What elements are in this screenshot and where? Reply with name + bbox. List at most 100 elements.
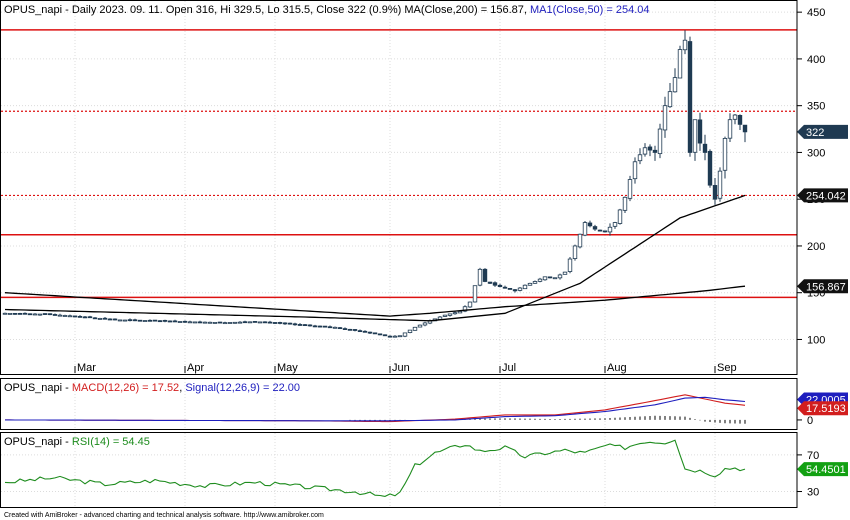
candle-body <box>487 281 493 284</box>
candle-body <box>572 245 578 259</box>
candle-body <box>62 315 68 317</box>
candle-body <box>77 315 83 318</box>
candle-body <box>267 321 273 324</box>
rsi-panel-title: OPUS_napi - RSI(14) = 54.45 <box>4 436 150 448</box>
candle-body <box>302 324 308 327</box>
candle-body <box>47 313 53 316</box>
panel-frame <box>0 0 798 375</box>
candle-body <box>377 333 383 336</box>
price-tag-label: 322 <box>806 127 824 139</box>
candle-body <box>562 271 568 275</box>
candle-body <box>727 119 733 139</box>
candle-body <box>52 314 58 316</box>
candle-body <box>672 77 678 93</box>
candle-body <box>397 335 403 338</box>
candle-body <box>492 282 498 286</box>
candle-body <box>172 320 178 323</box>
y-tick-label: 350 <box>807 101 825 113</box>
candle-body <box>107 318 113 321</box>
x-tick-label: Aug <box>607 362 627 374</box>
candle-body <box>442 314 448 317</box>
candle-body <box>117 319 123 322</box>
ma50-line <box>4 194 746 322</box>
candle-body <box>332 326 338 329</box>
candle-body <box>527 282 533 286</box>
title-ma50-text: MA1(Close,50) = 254.04 <box>530 4 650 16</box>
candle-body <box>697 119 703 144</box>
signal-label: Signal(12,26,9) = 22.00 <box>185 382 300 394</box>
candle-body <box>577 233 583 248</box>
candle-body <box>257 321 263 324</box>
candle-body <box>127 319 133 322</box>
candle-body <box>512 289 518 292</box>
price-panel-title: OPUS_napi - Daily 2023. 09. 11. Open 316… <box>4 4 650 16</box>
candle-body <box>67 315 73 318</box>
candle-body <box>467 301 473 308</box>
candle-body <box>722 138 728 171</box>
candle-body <box>272 322 278 324</box>
candle-body <box>122 319 128 322</box>
candle-body <box>137 319 143 322</box>
candle-body <box>292 323 298 326</box>
candle-body <box>347 328 353 331</box>
candle-body <box>32 313 38 316</box>
candle-body <box>482 268 488 282</box>
candle-body <box>607 226 613 233</box>
candle-body <box>622 196 628 211</box>
candle-body <box>277 322 283 324</box>
candle-body <box>732 114 738 120</box>
candle-body <box>217 321 223 324</box>
candle-body <box>582 222 588 236</box>
candle-body <box>82 316 88 319</box>
candle-body <box>537 278 543 282</box>
candle-body <box>587 222 593 227</box>
candle-body <box>57 314 63 317</box>
candle-body <box>542 276 548 281</box>
candle-body <box>227 322 233 324</box>
y-tick-label: 300 <box>807 147 825 159</box>
candle-body <box>612 222 618 227</box>
candle-body <box>557 274 563 279</box>
candle-body <box>232 321 238 324</box>
candle-body <box>477 268 483 286</box>
price-tag <box>797 124 848 139</box>
candle-body <box>437 316 443 320</box>
candle-body <box>667 91 673 108</box>
candle-body <box>297 324 303 326</box>
candle-body <box>362 330 368 333</box>
candle-body <box>282 322 288 325</box>
candle-body <box>42 313 48 315</box>
candle-body <box>532 281 538 284</box>
candle-body <box>402 332 408 337</box>
candle-body <box>22 312 28 315</box>
price-panel: MarAprMayJunJulAugSep1001502002503003504… <box>1 1 848 375</box>
rsi-tag <box>797 462 848 477</box>
candle-body <box>677 49 683 79</box>
candle-body <box>682 39 688 51</box>
candle-body <box>182 320 188 323</box>
candle-body <box>177 321 183 323</box>
y-tick-label: 30 <box>807 487 819 499</box>
x-tick-label: Jun <box>392 362 410 374</box>
candle-body <box>222 322 228 325</box>
y-tick-label: 70 <box>807 450 819 462</box>
candle-body <box>197 321 203 324</box>
candle-body <box>552 277 558 280</box>
candle-body <box>367 331 373 334</box>
candle-body <box>642 147 648 155</box>
candle-body <box>357 330 363 333</box>
panel-frame <box>0 378 798 430</box>
candle-body <box>652 149 658 153</box>
candle-body <box>317 325 323 328</box>
y-tick-label: 0 <box>807 415 813 427</box>
price-tag <box>797 188 848 203</box>
candle-body <box>132 319 138 322</box>
x-tick-label: Sep <box>717 362 737 374</box>
candle-body <box>247 321 253 324</box>
candle-body <box>657 128 663 155</box>
x-tick-label: Jul <box>502 362 516 374</box>
candle-body <box>447 313 453 316</box>
candle-body <box>662 105 668 131</box>
candle-body <box>712 185 718 200</box>
